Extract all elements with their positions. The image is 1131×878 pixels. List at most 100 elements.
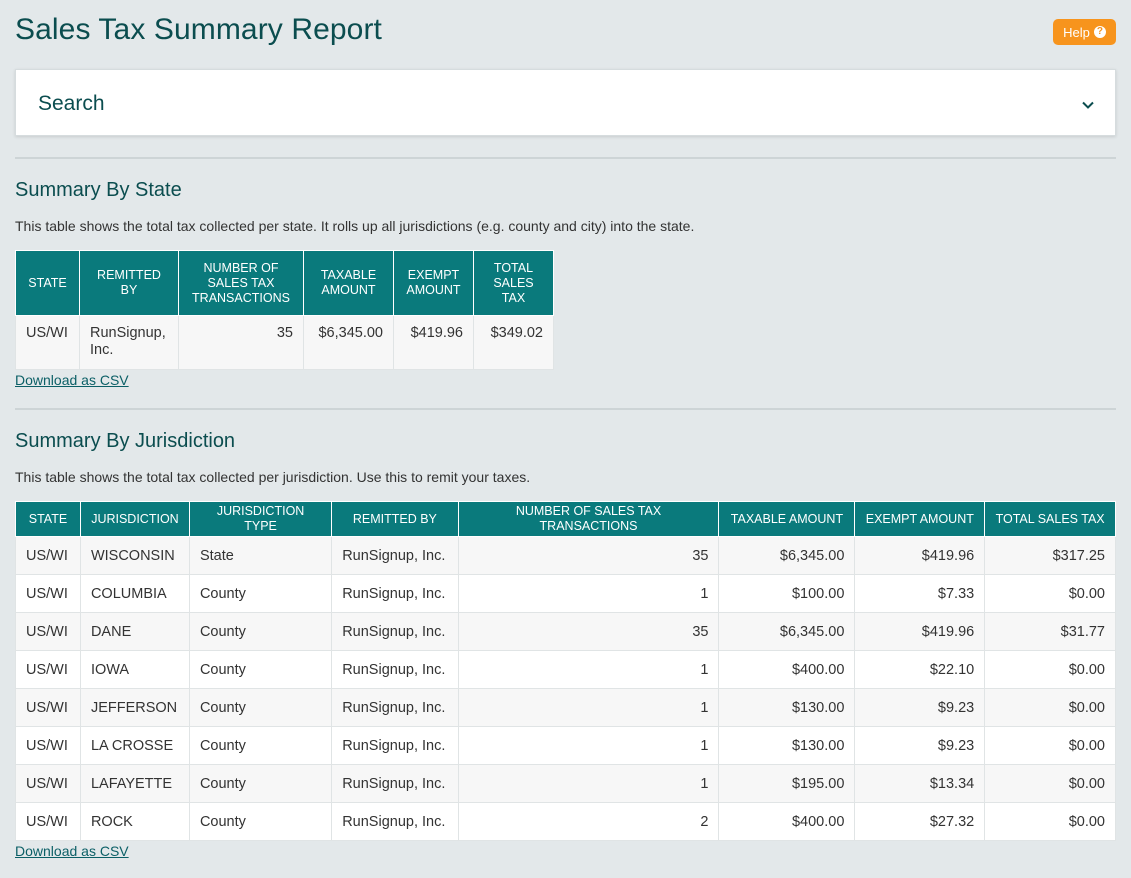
col-header: JURISDICTION <box>79 501 190 537</box>
cell-taxable: $6,345.00 <box>303 315 394 370</box>
cell-taxable: $6,345.00 <box>718 536 856 575</box>
cell-jurisdiction: DANE <box>79 612 190 651</box>
cell-remitted-by: RunSignup, Inc. <box>331 574 459 613</box>
col-header: STATE <box>15 250 80 316</box>
cell-total-tax: $0.00 <box>984 574 1116 613</box>
cell-jurisdiction-type: County <box>188 650 333 689</box>
cell-state: US/WI <box>15 726 81 765</box>
col-header: REMITTED BY <box>79 250 179 316</box>
cell-remitted-by: RunSignup, Inc. <box>331 612 459 651</box>
col-header: TAXABLE AMOUNT <box>303 250 394 316</box>
col-header: NUMBER OF SALES TAX TRANSACTIONS <box>457 501 720 537</box>
cell-transactions: 35 <box>178 315 304 370</box>
cell-taxable: $130.00 <box>718 726 856 765</box>
cell-remitted-by: RunSignup, Inc. <box>331 802 459 841</box>
state-summary-table: STATE REMITTED BY NUMBER OF SALES TAX TR… <box>15 250 554 370</box>
section-divider <box>15 157 1116 159</box>
chevron-down-icon[interactable] <box>1081 98 1095 112</box>
cell-transactions: 1 <box>457 688 720 727</box>
col-header: TAXABLE AMOUNT <box>718 501 856 537</box>
table-row: US/WI IOWA County RunSignup, Inc. 1 $400.00 $2… <box>15 650 1116 689</box>
cell-remitted-by: RunSignup, Inc. <box>331 726 459 765</box>
cell-jurisdiction: LA CROSSE <box>79 726 190 765</box>
help-label: Help <box>1063 24 1090 40</box>
cell-jurisdiction-type: County <box>188 612 333 651</box>
cell-state: US/WI <box>15 574 81 613</box>
cell-total-tax: $317.25 <box>984 536 1116 575</box>
cell-transactions: 2 <box>457 802 720 841</box>
col-header: STATE <box>15 501 81 537</box>
cell-total-tax: $0.00 <box>984 764 1116 803</box>
table-row: US/WI COLUMBIA County RunSignup, Inc. 1 $100.… <box>15 574 1116 613</box>
col-header: REMITTED BY <box>331 501 459 537</box>
cell-total-tax: $349.02 <box>473 315 554 370</box>
jurisdiction-summary-heading: Summary By Jurisdiction <box>15 430 236 452</box>
cell-state: US/WI <box>15 764 81 803</box>
cell-exempt: $419.96 <box>393 315 474 370</box>
cell-total-tax: $0.00 <box>984 650 1116 689</box>
section-divider <box>15 408 1116 410</box>
download-csv-link-state[interactable]: Download as CSV <box>15 372 129 388</box>
table-row: US/WI WISCONSIN State RunSignup, Inc. 35 $6,3… <box>15 536 1116 575</box>
cell-exempt: $7.33 <box>854 574 986 613</box>
cell-state: US/WI <box>15 802 81 841</box>
cell-transactions: 35 <box>457 536 720 575</box>
cell-transactions: 1 <box>457 726 720 765</box>
cell-taxable: $6,345.00 <box>718 612 856 651</box>
cell-jurisdiction: LAFAYETTE <box>79 764 190 803</box>
table-row: US/WI RunSignup, Inc. 35 $6,345.00 $419.… <box>15 315 554 370</box>
cell-jurisdiction: ROCK <box>79 802 190 841</box>
cell-state: US/WI <box>15 612 81 651</box>
cell-total-tax: $31.77 <box>984 612 1116 651</box>
cell-taxable: $130.00 <box>718 688 856 727</box>
cell-jurisdiction: COLUMBIA <box>79 574 190 613</box>
jurisdiction-summary-table: STATE JURISDICTION JURISDICTION TYPE REM… <box>15 501 1116 841</box>
cell-state: US/WI <box>15 536 81 575</box>
cell-jurisdiction-type: County <box>188 574 333 613</box>
cell-exempt: $9.23 <box>854 688 986 727</box>
cell-jurisdiction-type: County <box>188 688 333 727</box>
cell-exempt: $22.10 <box>854 650 986 689</box>
cell-transactions: 35 <box>457 612 720 651</box>
table-row: US/WI LAFAYETTE County RunSignup, Inc. 1 $195… <box>15 764 1116 803</box>
help-button[interactable]: Help ? <box>1053 19 1116 45</box>
question-circle-icon: ? <box>1093 26 1106 38</box>
cell-remitted-by: RunSignup, Inc. <box>331 536 459 575</box>
cell-taxable: $100.00 <box>718 574 856 613</box>
table-row: US/WI ROCK County RunSignup, Inc. 2 $400.00 $2… <box>15 802 1116 841</box>
cell-remitted-by: RunSignup, Inc. <box>331 650 459 689</box>
cell-total-tax: $0.00 <box>984 802 1116 841</box>
cell-taxable: $400.00 <box>718 650 856 689</box>
cell-jurisdiction-type: County <box>188 802 333 841</box>
cell-transactions: 1 <box>457 764 720 803</box>
table-row: US/WI DANE County RunSignup, Inc. 35 $6,345.0… <box>15 612 1116 651</box>
state-summary-heading: Summary By State <box>15 179 182 201</box>
cell-taxable: $195.00 <box>718 764 856 803</box>
page-title: Sales Tax Summary Report <box>15 13 382 46</box>
col-header: TOTAL SALES TAX <box>984 501 1116 537</box>
cell-total-tax: $0.00 <box>984 726 1116 765</box>
cell-taxable: $400.00 <box>718 802 856 841</box>
download-csv-link-jurisdiction[interactable]: Download as CSV <box>15 843 129 859</box>
state-summary-description: This table shows the total tax collected… <box>15 218 695 234</box>
cell-jurisdiction: JEFFERSON <box>79 688 190 727</box>
cell-jurisdiction-type: State <box>188 536 333 575</box>
cell-remitted-by: RunSignup, Inc. <box>79 315 179 370</box>
jurisdiction-summary-description: This table shows the total tax collected… <box>15 469 531 485</box>
cell-exempt: $419.96 <box>854 612 986 651</box>
cell-total-tax: $0.00 <box>984 688 1116 727</box>
col-header: NUMBER OF SALES TAX TRANSACTIONS <box>178 250 304 316</box>
col-header: EXEMPT AMOUNT <box>854 501 986 537</box>
col-header: TOTAL SALES TAX <box>473 250 554 316</box>
search-panel[interactable]: Search <box>15 69 1116 136</box>
table-row: US/WI JEFFERSON County RunSignup, Inc. 1 $130… <box>15 688 1116 727</box>
cell-jurisdiction: IOWA <box>79 650 190 689</box>
cell-exempt: $27.32 <box>854 802 986 841</box>
cell-jurisdiction-type: County <box>188 764 333 803</box>
cell-exempt: $9.23 <box>854 726 986 765</box>
col-header: JURISDICTION TYPE <box>188 501 333 537</box>
cell-jurisdiction: WISCONSIN <box>79 536 190 575</box>
cell-exempt: $13.34 <box>854 764 986 803</box>
table-row: US/WI LA CROSSE County RunSignup, Inc. 1 $130… <box>15 726 1116 765</box>
cell-state: US/WI <box>15 688 81 727</box>
